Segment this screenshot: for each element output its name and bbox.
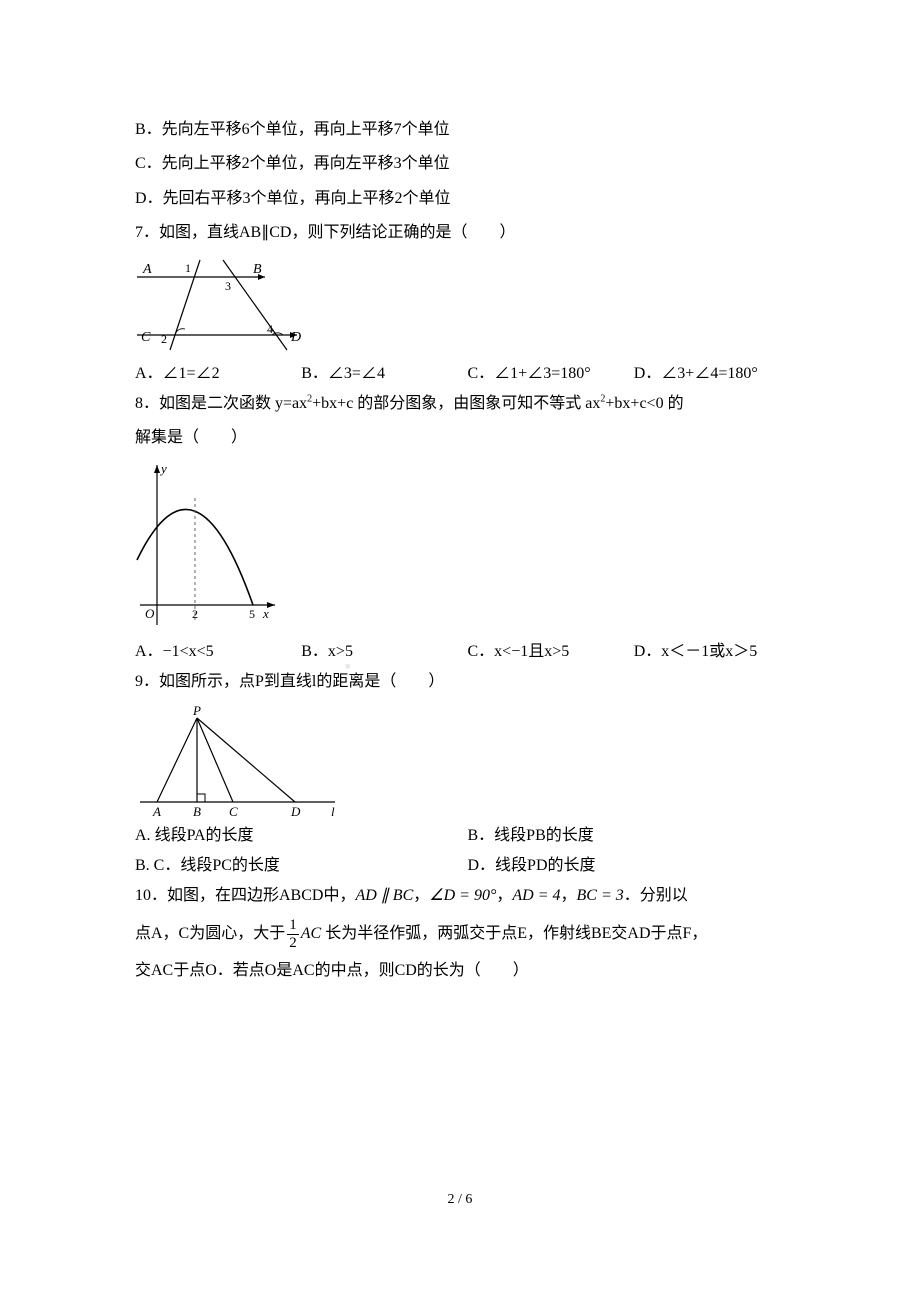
q7-stem: 7．如图，直线AB∥CD，则下列结论正确的是（ ） (135, 218, 800, 248)
q8-tick-5: 5 (249, 607, 255, 621)
q9-label-b: B (193, 804, 201, 819)
q9-label-a: A (152, 804, 161, 819)
q6-option-c: C．先向上平移2个单位，再向左平移3个单位 (135, 149, 800, 179)
q7-options: A．∠1=∠2 B．∠3=∠4 C．∠1+∠3=180° D．∠3+∠4=180… (135, 359, 800, 389)
q8-figure: O 2 5 x y (135, 460, 800, 635)
q7-option-c: C．∠1+∠3=180° (468, 359, 634, 389)
q8-tick-2: 2 (192, 607, 198, 621)
fraction-half: 12 (287, 917, 299, 951)
q7-option-a: A．∠1=∠2 (135, 359, 301, 389)
q9-option-a: A. 线段PA的长度 (135, 821, 468, 851)
q7-angle-1: 1 (185, 261, 191, 275)
q9-label-l: l (331, 804, 335, 819)
q8-label-y: y (159, 461, 167, 476)
q7-angle-2: 2 (161, 332, 167, 346)
q9-option-d: D．线段PD的长度 (468, 851, 801, 881)
q7-option-d: D．∠3+∠4=180° (634, 359, 800, 389)
q8-stem-line2: 解集是（ ） (135, 423, 800, 453)
q9-options-row1: A. 线段PA的长度 B．线段PB的长度 (135, 821, 800, 851)
q7-angle-4: 4 (267, 322, 273, 336)
q6-option-d: D．先回右平移3个单位，再向上平移2个单位 (135, 184, 800, 214)
q7-label-a: A (142, 262, 152, 277)
q8-stem-line1: 8．如图是二次函数 y=ax2+bx+c 的部分图象，由图象可知不等式 ax2+… (135, 389, 800, 419)
q8-options: A．−1<x<5 B．x>5 C．x<−1且x>5 D．x＜－1或x＞5 (135, 637, 800, 667)
q7-label-b: B (253, 262, 262, 277)
q9-stem: 9．如图所示，点P到直线l的距离是（ ） (135, 667, 800, 697)
q9-figure: P A B C D l (135, 704, 800, 819)
q8-option-c: C．x<−1且x>5 (468, 637, 634, 667)
q7-option-b: B．∠3=∠4 (301, 359, 467, 389)
q9-label-d: D (290, 804, 301, 819)
q9-option-c: B. C．线段PC的长度 (135, 851, 468, 881)
q8-option-d: D．x＜－1或x＞5 (634, 637, 800, 667)
q7-label-c: C (141, 330, 151, 345)
q10-stem-line1: 10．如图，在四边形ABCD中，AD ∥ BC，∠D = 90°，AD = 4，… (135, 881, 800, 911)
q8-label-x: x (262, 606, 269, 621)
q9-options-row2: B. C．线段PC的长度 D．线段PD的长度 (135, 851, 800, 881)
q10-stem-line3: 交AC于点O．若点O是AC的中点，则CD的长为（ ） (135, 956, 800, 986)
q7-angle-3: 3 (225, 279, 231, 293)
q7-label-d: D (290, 330, 301, 345)
q9-label-c: C (229, 804, 238, 819)
q10-stem-line2: 点A，C为圆心，大于12AC 长为半径作弧，两弧交于点E，作射线BE交AD于点F… (135, 916, 800, 953)
q7-figure: A B C D 1 3 2 4 (135, 255, 800, 357)
page-number: 2 / 6 (0, 1187, 920, 1214)
q8-label-o: O (145, 606, 155, 621)
q8-option-a: A．−1<x<5 (135, 637, 301, 667)
q8-option-b: B．x>5 (301, 637, 467, 667)
q9-label-p: P (192, 704, 201, 718)
q9-option-b: B．线段PB的长度 (468, 821, 801, 851)
q6-option-b: B．先向左平移6个单位，再向上平移7个单位 (135, 115, 800, 145)
